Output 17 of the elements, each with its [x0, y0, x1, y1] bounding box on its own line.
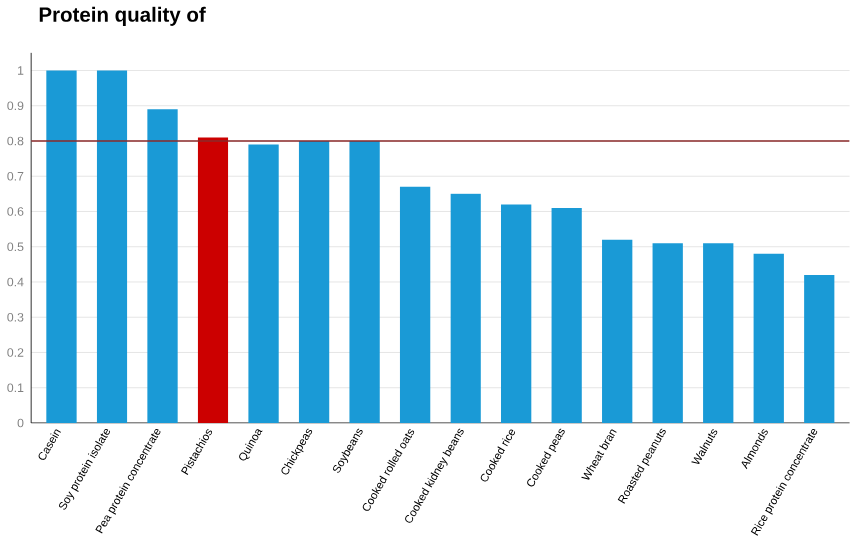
bar — [399, 186, 431, 423]
bar — [298, 140, 330, 423]
bar — [96, 70, 128, 423]
bar — [753, 253, 784, 423]
bar — [551, 207, 582, 423]
bar — [501, 203, 532, 423]
bar — [46, 70, 77, 423]
bar — [652, 242, 683, 423]
bar — [248, 144, 279, 423]
bar — [349, 140, 380, 423]
bar — [147, 108, 178, 423]
chart-title: Protein quality of — [39, 6, 206, 26]
bar — [703, 242, 734, 423]
bar — [602, 239, 633, 423]
bar — [450, 193, 481, 423]
bar — [197, 136, 229, 423]
bar — [804, 274, 835, 423]
